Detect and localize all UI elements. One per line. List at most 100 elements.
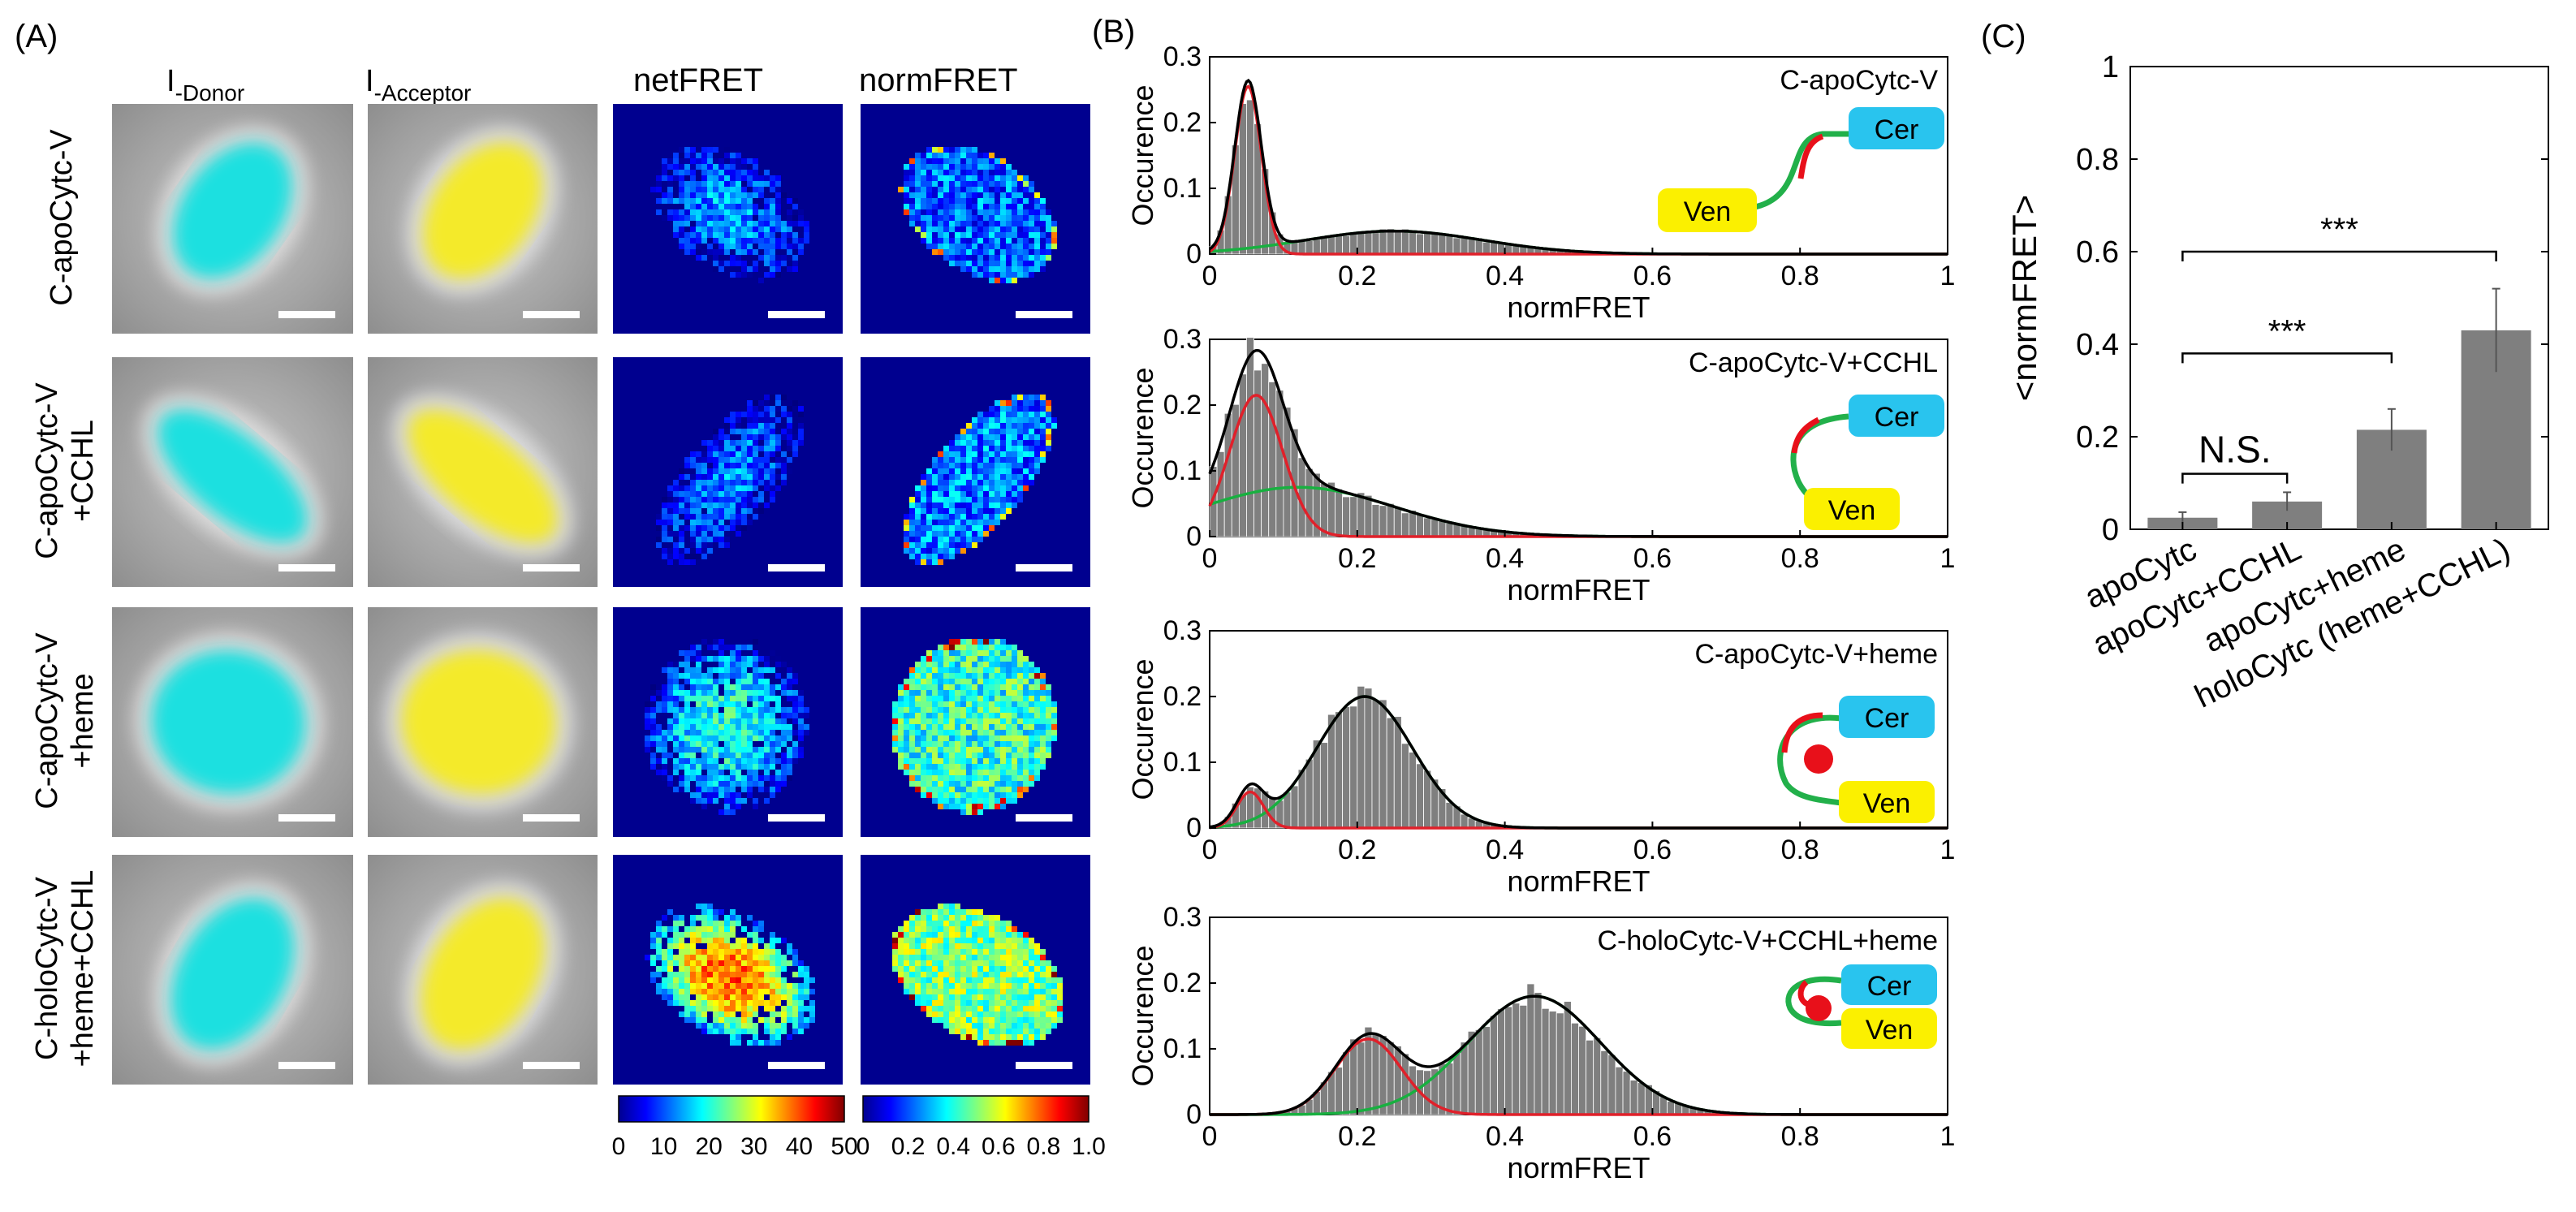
map-pixel [960, 809, 966, 815]
map-pixel [1017, 966, 1023, 972]
map-pixel [921, 520, 926, 525]
map-pixel [977, 508, 983, 514]
map-pixel [679, 147, 684, 153]
map-pixel [1012, 679, 1017, 684]
map-pixel [1006, 1000, 1012, 1006]
cell-signal [408, 409, 558, 543]
map-pixel [673, 667, 679, 673]
map-pixel [781, 434, 787, 440]
map-pixel [741, 187, 747, 192]
map-pixel [1000, 735, 1006, 741]
map-pixel [966, 770, 972, 775]
map-pixel [898, 753, 904, 758]
map-pixel [713, 977, 718, 983]
map-pixel [713, 753, 718, 758]
map-pixel [932, 718, 938, 724]
map-pixel [955, 232, 960, 238]
map-pixel [775, 238, 781, 244]
map-pixel [1029, 395, 1034, 400]
map-pixel [696, 735, 701, 741]
map-pixel [1040, 204, 1046, 209]
map-pixel [747, 989, 753, 994]
histogram-bar [1445, 802, 1454, 829]
histogram-bar [1416, 513, 1425, 537]
map-pixel [1046, 696, 1051, 701]
map-pixel [983, 474, 989, 480]
map-pixel [718, 696, 724, 701]
map-pixel [690, 1011, 696, 1017]
map-pixel [701, 468, 707, 474]
map-pixel [1012, 938, 1017, 943]
map-pixel [792, 741, 798, 747]
map-pixel [730, 787, 736, 792]
map-pixel [972, 960, 977, 966]
map-pixel [989, 792, 995, 798]
map-pixel [915, 753, 921, 758]
map-pixel [736, 1034, 741, 1040]
map-pixel [915, 502, 921, 508]
map-pixel [932, 787, 938, 792]
map-pixel [764, 1023, 770, 1029]
map-pixel [753, 1000, 758, 1006]
map-pixel [1029, 457, 1034, 463]
map-pixel [1006, 977, 1012, 983]
map-pixel [667, 170, 673, 175]
map-pixel [995, 266, 1000, 272]
map-pixel [1017, 198, 1023, 204]
map-pixel [718, 747, 724, 753]
map-pixel [764, 1000, 770, 1006]
map-pixel [673, 747, 679, 753]
map-pixel [753, 932, 758, 938]
map-pixel [949, 949, 955, 955]
map-pixel [955, 972, 960, 977]
map-pixel [989, 158, 995, 164]
map-pixel [701, 255, 707, 261]
map-pixel [1034, 701, 1040, 707]
map-pixel [684, 724, 690, 730]
map-pixel [764, 181, 770, 187]
map-pixel [977, 485, 983, 491]
map-pixel [713, 204, 718, 209]
map-pixel [960, 673, 966, 679]
map-pixel [943, 989, 949, 994]
y-tick-label: 0.1 [1163, 173, 1202, 204]
map-pixel [989, 451, 995, 457]
map-pixel [798, 440, 804, 446]
map-pixel [713, 463, 718, 468]
map-pixel [955, 480, 960, 485]
map-pixel [983, 514, 989, 520]
map-pixel [977, 809, 983, 815]
map-pixel [1023, 1011, 1029, 1017]
map-pixel [1012, 423, 1017, 429]
map-pixel [787, 960, 792, 966]
map-pixel [764, 1040, 770, 1046]
map-pixel [713, 261, 718, 266]
map-pixel [690, 741, 696, 747]
map-pixel [701, 673, 707, 679]
histogram-bar [1430, 519, 1439, 537]
map-pixel [915, 943, 921, 949]
map-pixel [781, 753, 787, 758]
map-pixel [690, 645, 696, 650]
map-pixel [747, 412, 753, 417]
map-pixel [787, 943, 792, 949]
map-pixel [736, 244, 741, 249]
map-pixel [736, 696, 741, 701]
histogram-bar [1216, 451, 1225, 537]
map-pixel [1017, 429, 1023, 434]
map-pixel [679, 730, 684, 735]
map-pixel [1040, 221, 1046, 226]
map-pixel [926, 181, 932, 187]
donor-image-3 [112, 855, 353, 1085]
map-pixel [679, 497, 684, 502]
map-pixel [949, 192, 955, 198]
map-pixel [679, 474, 684, 480]
map-pixel [747, 451, 753, 457]
map-pixel [679, 1000, 684, 1006]
map-pixel [792, 221, 798, 226]
map-pixel [1006, 667, 1012, 673]
map-pixel [753, 221, 758, 226]
map-pixel [972, 639, 977, 645]
map-pixel [764, 679, 770, 684]
map-pixel [696, 514, 701, 520]
